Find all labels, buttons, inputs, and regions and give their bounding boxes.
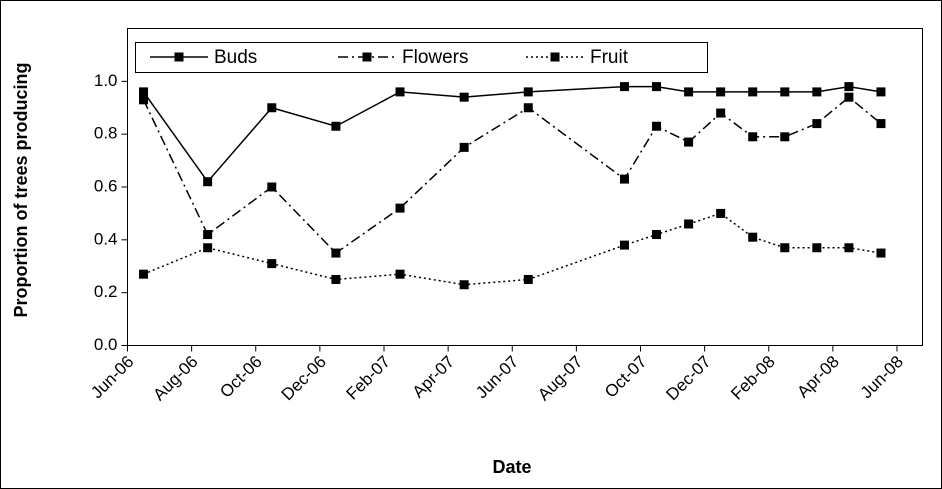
marker	[331, 248, 341, 258]
marker	[684, 137, 694, 147]
marker	[844, 92, 854, 102]
legend-label: Fruit	[590, 47, 629, 68]
marker	[812, 243, 822, 253]
x-axis-label: Date	[492, 457, 531, 477]
series-line	[142, 85, 882, 183]
marker	[876, 87, 886, 97]
marker	[267, 259, 277, 269]
marker	[139, 95, 149, 105]
legend-label: Buds	[214, 47, 257, 68]
legend-marker	[550, 52, 560, 62]
marker	[652, 82, 662, 92]
marker	[523, 103, 533, 113]
y-axis-label: Proportion of trees producing	[11, 63, 31, 318]
marker	[748, 232, 758, 242]
marker	[331, 121, 341, 131]
marker	[459, 142, 469, 152]
marker	[844, 82, 854, 92]
marker	[684, 87, 694, 97]
marker	[684, 219, 694, 229]
marker	[331, 274, 341, 284]
marker	[395, 203, 405, 213]
y-tick-label: 0.0	[94, 335, 118, 354]
marker	[139, 269, 149, 279]
marker	[459, 280, 469, 290]
marker	[523, 274, 533, 284]
marker	[780, 243, 790, 253]
marker	[748, 132, 758, 142]
marker	[780, 132, 790, 142]
marker	[619, 240, 629, 250]
marker	[748, 87, 758, 97]
legend-marker	[362, 52, 372, 62]
marker	[267, 103, 277, 113]
marker	[812, 87, 822, 97]
marker	[876, 248, 886, 258]
legend-label: Flowers	[402, 47, 469, 68]
y-tick-label: 0.2	[94, 282, 118, 301]
marker	[203, 230, 213, 240]
marker	[812, 119, 822, 129]
marker	[844, 243, 854, 253]
marker	[716, 108, 726, 118]
marker	[523, 87, 533, 97]
legend-marker	[174, 52, 184, 62]
y-tick-label: 1.0	[94, 71, 118, 90]
y-tick-label: 0.4	[94, 229, 118, 248]
marker	[652, 121, 662, 131]
marker	[395, 269, 405, 279]
legend	[135, 42, 708, 73]
marker	[716, 208, 726, 218]
marker	[267, 182, 277, 192]
marker	[652, 230, 662, 240]
marker	[780, 87, 790, 97]
marker	[203, 177, 213, 187]
series-line	[142, 96, 882, 255]
y-tick-label: 0.8	[94, 124, 118, 143]
marker	[716, 87, 726, 97]
marker	[876, 119, 886, 129]
marker	[139, 87, 149, 97]
marker	[203, 243, 213, 253]
y-tick-label: 0.6	[94, 176, 118, 195]
marker	[619, 174, 629, 184]
marker	[459, 92, 469, 102]
marker	[395, 87, 405, 97]
marker	[619, 82, 629, 92]
